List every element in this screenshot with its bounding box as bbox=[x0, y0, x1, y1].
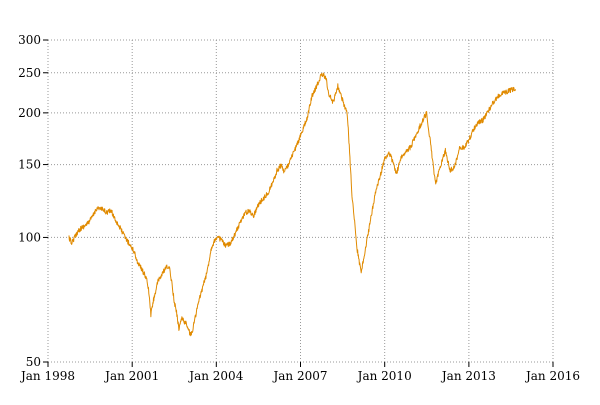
x-tick-label-3: Jan 2007 bbox=[271, 369, 327, 383]
y-tick-label-0: 50 bbox=[26, 355, 41, 369]
y-tick-label-1: 100 bbox=[18, 230, 41, 244]
y-axis: 50 100 150 200 250 300 bbox=[18, 33, 48, 369]
y-tick-label-2: 150 bbox=[18, 158, 41, 172]
x-tick-label-2: Jan 2004 bbox=[187, 369, 243, 383]
x-tick-label-4: Jan 2010 bbox=[356, 369, 412, 383]
y-tick-label-4: 250 bbox=[18, 66, 41, 80]
x-tick-label-5: Jan 2013 bbox=[440, 369, 496, 383]
y-tick-label-3: 200 bbox=[18, 106, 41, 120]
y-tick-label-5: 300 bbox=[18, 33, 41, 47]
x-tick-label-1: Jan 2001 bbox=[103, 369, 159, 383]
x-tick-label-0: Jan 1998 bbox=[19, 369, 75, 383]
x-axis: Jan 1998 Jan 2001 Jan 2004 Jan 2007 Jan 2010… bbox=[19, 362, 580, 383]
x-tick-label-6: Jan 2016 bbox=[524, 369, 580, 383]
series-line-0 bbox=[68, 72, 517, 337]
grid bbox=[47, 39, 554, 363]
series-layer bbox=[68, 72, 517, 337]
